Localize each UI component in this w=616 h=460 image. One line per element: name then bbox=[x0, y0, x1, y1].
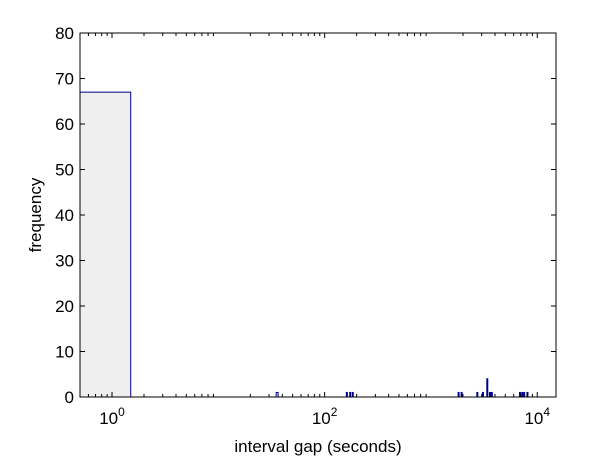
y-tick-label: 60 bbox=[55, 115, 74, 134]
y-tick-label: 70 bbox=[55, 70, 74, 89]
histogram-bar bbox=[345, 391, 348, 398]
histogram-bar bbox=[275, 391, 279, 398]
histogram-bar bbox=[79, 91, 132, 398]
ticks-layer: 0 10 20 30 40 50 60 70 80 100 102 104 bbox=[55, 24, 556, 428]
histogram-bar bbox=[481, 391, 484, 398]
histogram-bar bbox=[460, 391, 463, 398]
y-axis-label: frequency bbox=[26, 177, 45, 252]
histogram-bar bbox=[490, 391, 493, 398]
histogram-bar bbox=[488, 391, 491, 398]
histogram-bar bbox=[457, 391, 460, 398]
plot-frame bbox=[79, 32, 557, 398]
histogram-bar bbox=[523, 391, 526, 398]
x-tick-label: 100 bbox=[99, 405, 125, 428]
y-tick-label: 20 bbox=[55, 297, 74, 316]
y-tick-label: 40 bbox=[55, 206, 74, 225]
histogram-bar bbox=[349, 391, 352, 398]
histogram-bar bbox=[351, 391, 354, 398]
y-tick-label: 10 bbox=[55, 343, 74, 362]
y-tick-label: 30 bbox=[55, 252, 74, 271]
y-tick-label: 0 bbox=[65, 388, 74, 407]
x-tick-label: 102 bbox=[312, 405, 338, 428]
histogram-bar bbox=[521, 391, 524, 398]
histogram-bar bbox=[486, 378, 489, 398]
x-tick-label: 104 bbox=[524, 405, 550, 428]
bars-layer bbox=[79, 91, 529, 398]
y-tick-label: 80 bbox=[55, 24, 74, 43]
y-tick-label: 50 bbox=[55, 161, 74, 180]
histogram-bar bbox=[476, 391, 479, 398]
x-axis-label: interval gap (seconds) bbox=[234, 437, 401, 456]
